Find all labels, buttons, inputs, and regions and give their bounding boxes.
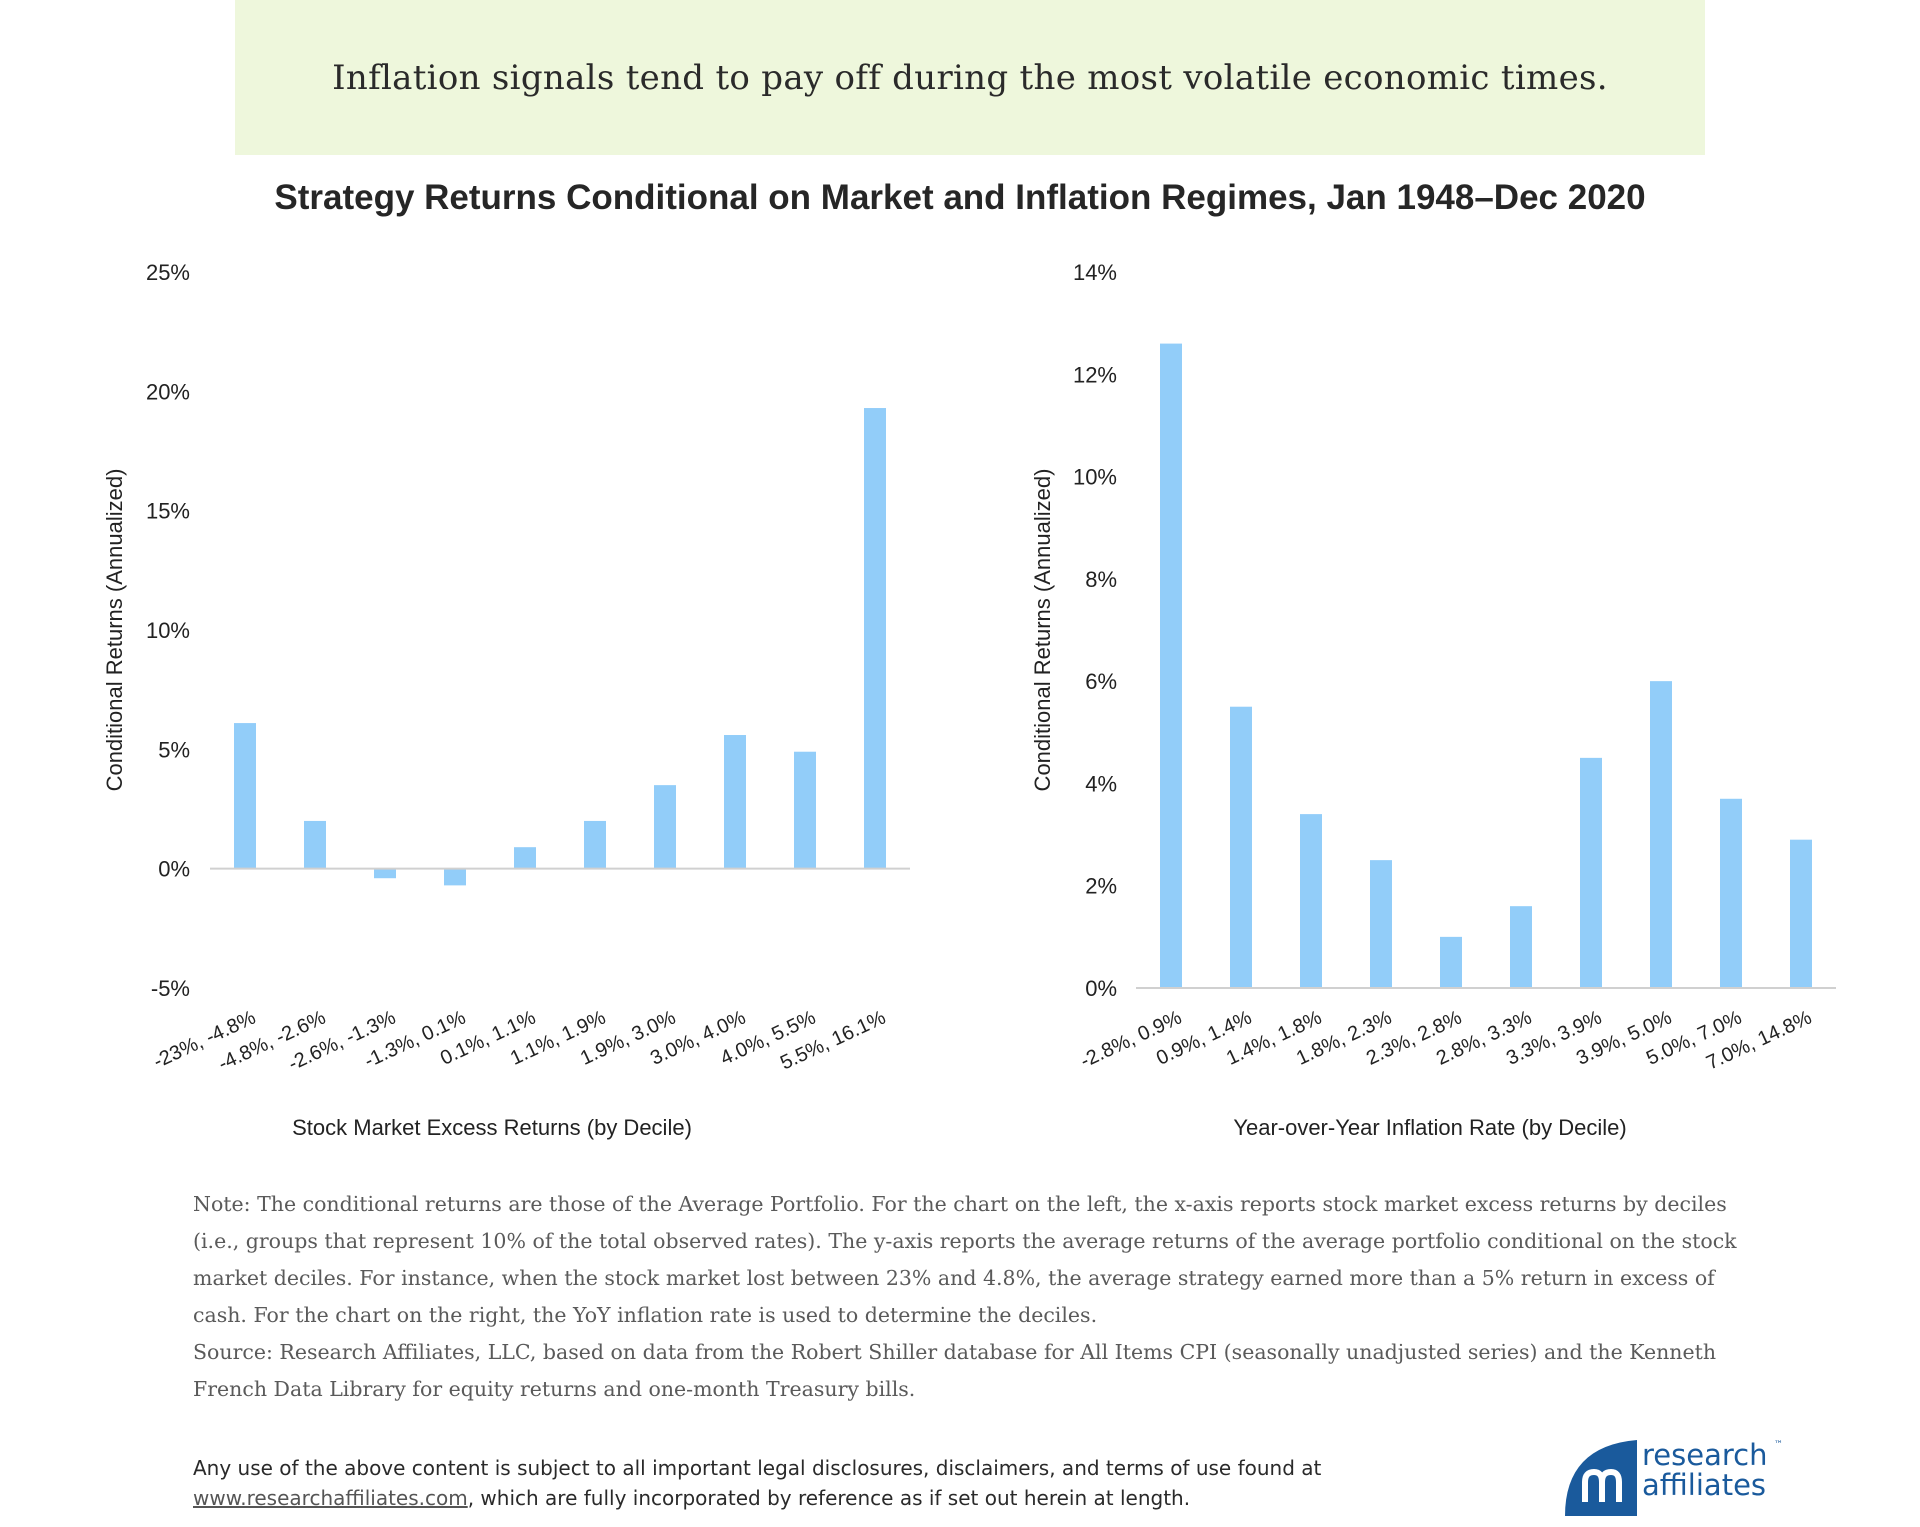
y-tick-label: 6%: [1085, 669, 1117, 694]
x-axis-label: Stock Market Excess Returns (by Decile): [292, 1115, 692, 1140]
bar: [234, 723, 256, 869]
website-link[interactable]: www.researchaffiliates.com: [193, 1486, 468, 1510]
left-chart: -5% 0% 5% 10% 15% 20% 25% Conditional Returns (…: [102, 260, 910, 1140]
x-axis-label: Year-over-Year Inflation Rate (by Decile…: [1233, 1115, 1626, 1140]
bar: [584, 820, 606, 869]
legal-disclaimer: Any use of the above content is subject …: [193, 1453, 1393, 1513]
y-tick-label: 10%: [146, 618, 190, 643]
bar: [1230, 706, 1252, 988]
right-chart: 0% 2% 4% 6% 8% 10% 12% 14% Conditional Returns (…: [1030, 260, 1836, 1140]
y-tick-label: 5%: [158, 737, 190, 762]
chart-title: Strategy Returns Conditional on Market a…: [274, 178, 1646, 217]
bar: [654, 785, 676, 869]
logo-trademark: ™: [1774, 1440, 1783, 1450]
bar: [864, 408, 886, 869]
y-tick-label: 15%: [146, 499, 190, 524]
bar: [1580, 757, 1602, 988]
disclaimer-text: Any use of the above content is subject …: [193, 1456, 1322, 1480]
bar: [794, 751, 816, 869]
bar: [1370, 860, 1392, 988]
y-tick-label: 0%: [1085, 976, 1117, 1001]
bar: [1650, 681, 1672, 988]
bar: [304, 820, 326, 869]
headline-banner: Inflation signals tend to pay off during…: [235, 0, 1705, 155]
bar: [1790, 839, 1812, 988]
y-tick-label: 4%: [1085, 771, 1117, 796]
bar: [1720, 798, 1742, 988]
charts-canvas: -5% 0% 5% 10% 15% 20% 25% Conditional Returns (…: [102, 260, 1836, 1140]
y-tick-label: 14%: [1073, 260, 1117, 285]
chart-note: Note: The conditional returns are those …: [193, 1186, 1773, 1408]
logo-mark-icon: [1565, 1440, 1637, 1516]
bar: [1300, 814, 1322, 988]
y-axis-label: Conditional Returns (Annualized): [1030, 469, 1055, 792]
headline-text: Inflation signals tend to pay off during…: [332, 57, 1608, 98]
bar: [444, 868, 466, 886]
bar: [1440, 936, 1462, 988]
research-affiliates-logo: research ™ affiliates: [1563, 1438, 1788, 1518]
bar: [1510, 906, 1532, 988]
logo-word-affiliates: affiliates: [1642, 1468, 1767, 1502]
y-tick-label: -5%: [151, 976, 190, 1001]
bar: [374, 868, 396, 879]
y-tick-label: 0%: [158, 857, 190, 882]
y-tick-label: 2%: [1085, 874, 1117, 899]
logo-word-research: research: [1642, 1438, 1768, 1472]
y-tick-label: 20%: [146, 379, 190, 404]
y-tick-label: 10%: [1073, 465, 1117, 490]
y-axis-label: Conditional Returns (Annualized): [102, 469, 127, 792]
disclaimer-text-rest: , which are fully incorporated by refere…: [467, 1486, 1191, 1510]
source-text: Source: Research Affiliates, LLC, based …: [193, 1340, 1717, 1401]
y-tick-label: 25%: [146, 260, 190, 285]
bar: [724, 735, 746, 869]
bar: [514, 847, 536, 869]
bar: [1160, 343, 1182, 989]
note-text: Note: The conditional returns are those …: [193, 1192, 1737, 1327]
y-tick-label: 8%: [1085, 567, 1117, 592]
y-tick-label: 12%: [1073, 362, 1117, 387]
